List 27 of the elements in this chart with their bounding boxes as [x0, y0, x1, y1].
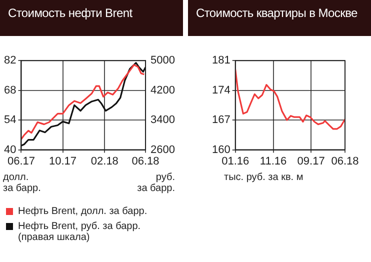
y-tick-label: 174 — [212, 84, 230, 96]
y-tick-label: 160 — [212, 144, 230, 156]
y-axis-title: долл. за барр. — [3, 172, 41, 194]
x-tick-label: 06.18 — [331, 155, 359, 168]
y-tick-label: 167 — [212, 114, 230, 126]
y2-tick-label: 5000 — [150, 54, 176, 67]
chart-title: Стоимость нефти Brent — [0, 0, 183, 36]
legend-label: Нефть Brent, руб. за барр. (правая шкала) — [17, 221, 142, 243]
y-axis-title: тыс. руб. за кв. м — [224, 172, 304, 183]
x-tick-label: 06.18 — [132, 155, 160, 168]
y-tick-label: 68 — [4, 84, 16, 96]
y-tick-label: 82 — [4, 54, 16, 67]
y-tick-label: 181 — [212, 54, 230, 67]
x-tick-label: 10.17 — [49, 155, 77, 168]
legend-label: Нефть Brent, долл. за барр. — [17, 206, 148, 217]
y2-tick-label: 4200 — [150, 84, 176, 96]
x-tick-label: 09.17 — [297, 155, 325, 168]
y-tick-label: 54 — [4, 114, 16, 126]
x-tick-label: 06.17 — [7, 155, 35, 168]
x-tick-label: 11.16 — [260, 155, 287, 168]
chart-title: Стоимость квартиры в Москве — [188, 0, 371, 36]
y2-tick-label: 2600 — [150, 144, 176, 156]
y-tick-label: 40 — [4, 144, 16, 156]
y2-axis-title: руб. за барр. — [137, 172, 175, 194]
y2-tick-label: 3400 — [150, 114, 176, 126]
x-tick-label: 01.16 — [222, 155, 250, 168]
x-tick-label: 02.18 — [90, 155, 118, 168]
